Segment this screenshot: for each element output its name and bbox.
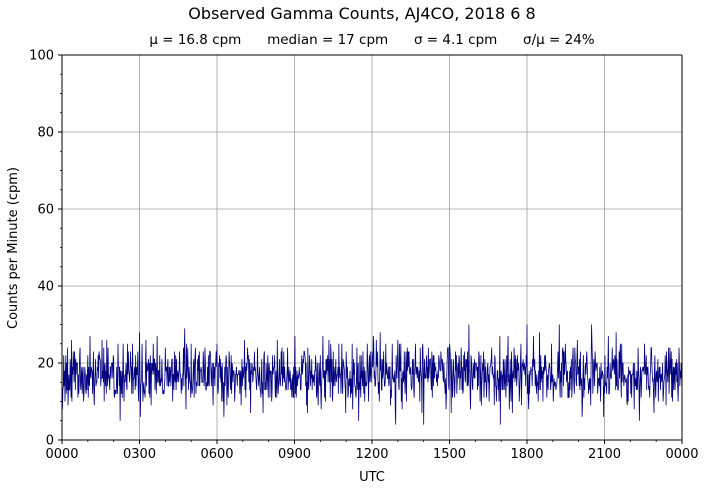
series-gamma-counts bbox=[61, 324, 683, 425]
x-tick-label: 1500 bbox=[433, 447, 466, 462]
tick-marks bbox=[58, 54, 683, 444]
x-tick-label: 1800 bbox=[510, 447, 543, 462]
tick-labels: 0000 0300 0600 0900 1200 1500 1800 2100 00000204… bbox=[29, 49, 698, 463]
x-tick-label: 0900 bbox=[278, 447, 311, 462]
y-axis-label: Counts per Minute (cpm) bbox=[6, 167, 21, 329]
chart-subtitle-stats: μ = 16.8 cpm median = 17 cpm σ = 4.1 cpm… bbox=[149, 32, 595, 48]
x-tick-label: 2100 bbox=[588, 447, 621, 462]
series-line bbox=[61, 324, 683, 425]
y-tick-label: 60 bbox=[37, 203, 54, 218]
y-tick-label: 40 bbox=[37, 280, 54, 295]
x-tick-label: 1200 bbox=[355, 447, 388, 462]
y-tick-label: 100 bbox=[29, 49, 54, 64]
y-tick-label: 20 bbox=[37, 357, 54, 372]
x-tick-label: 0600 bbox=[200, 447, 233, 462]
y-tick-label: 0 bbox=[46, 434, 54, 449]
chart-title: Observed Gamma Counts, AJ4CO, 2018 6 8 bbox=[188, 4, 536, 23]
x-tick-label: 0000 bbox=[45, 447, 78, 462]
x-axis-label: UTC bbox=[359, 470, 385, 485]
x-tick-label: 0000 bbox=[665, 447, 698, 462]
x-tick-label: 0300 bbox=[123, 447, 156, 462]
y-tick-label: 80 bbox=[37, 126, 54, 141]
